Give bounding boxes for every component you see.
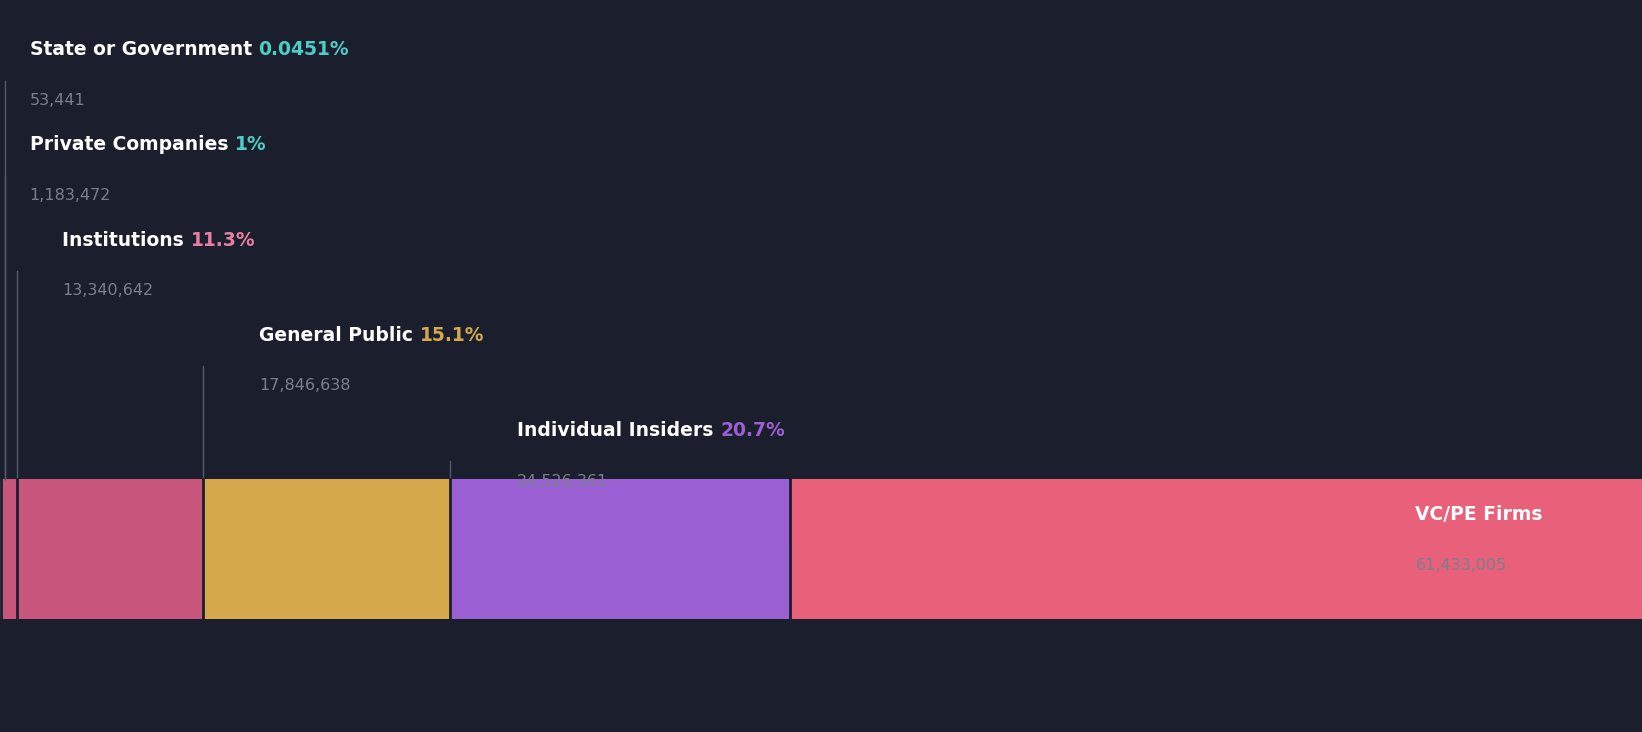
Text: 13,340,642: 13,340,642 — [62, 283, 153, 298]
Text: VC/PE Firms: VC/PE Firms — [1415, 505, 1550, 524]
Text: 1%: 1% — [235, 135, 266, 154]
Text: 11.3%: 11.3% — [190, 231, 255, 250]
Text: Individual Insiders: Individual Insiders — [517, 421, 721, 440]
Bar — [202, 479, 450, 619]
Text: 24,526,361: 24,526,361 — [517, 474, 609, 488]
Text: 53,441: 53,441 — [30, 93, 85, 108]
Text: 0.0451%: 0.0451% — [258, 40, 348, 59]
Bar — [790, 479, 1642, 619]
Text: 51.9%: 51.9% — [1550, 505, 1614, 524]
Text: 61,433,005: 61,433,005 — [1415, 558, 1506, 572]
Text: Private Companies: Private Companies — [30, 135, 235, 154]
Text: 15.1%: 15.1% — [420, 326, 484, 345]
Text: State or Government: State or Government — [30, 40, 258, 59]
Bar — [450, 479, 790, 619]
Text: 1,183,472: 1,183,472 — [30, 188, 112, 203]
Text: 20.7%: 20.7% — [721, 421, 785, 440]
Text: Institutions: Institutions — [62, 231, 190, 250]
Text: General Public: General Public — [259, 326, 420, 345]
Text: 17,846,638: 17,846,638 — [259, 378, 351, 393]
Bar — [16, 479, 202, 619]
Bar — [0, 479, 16, 619]
